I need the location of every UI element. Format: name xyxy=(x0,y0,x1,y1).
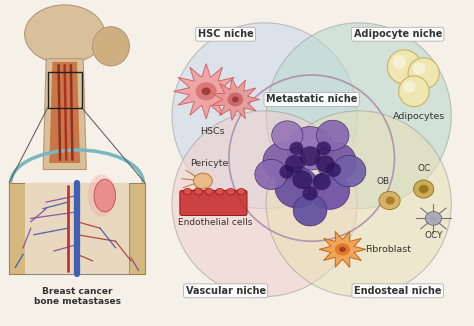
Bar xyxy=(48,72,82,108)
Text: Breast cancer
bone metastases: Breast cancer bone metastases xyxy=(34,287,120,306)
Text: Metastatic niche: Metastatic niche xyxy=(266,95,357,104)
Ellipse shape xyxy=(317,120,349,150)
Ellipse shape xyxy=(313,173,331,190)
Ellipse shape xyxy=(302,186,318,200)
Ellipse shape xyxy=(183,188,192,195)
Text: Endothelial cells: Endothelial cells xyxy=(178,218,252,228)
Polygon shape xyxy=(319,231,366,267)
Ellipse shape xyxy=(386,196,395,205)
Ellipse shape xyxy=(255,159,287,189)
Ellipse shape xyxy=(339,247,346,252)
Circle shape xyxy=(392,55,406,68)
Polygon shape xyxy=(173,64,238,119)
Text: Pericyte: Pericyte xyxy=(190,158,228,168)
Ellipse shape xyxy=(201,87,210,95)
Ellipse shape xyxy=(316,143,356,180)
Circle shape xyxy=(399,76,429,107)
Polygon shape xyxy=(129,183,145,274)
Text: OB: OB xyxy=(376,177,390,186)
Ellipse shape xyxy=(94,179,116,212)
Ellipse shape xyxy=(292,170,312,189)
Text: OC: OC xyxy=(418,164,430,173)
Ellipse shape xyxy=(425,212,441,225)
Circle shape xyxy=(408,58,439,89)
Ellipse shape xyxy=(216,188,224,195)
Ellipse shape xyxy=(25,5,105,64)
Circle shape xyxy=(266,23,451,209)
Ellipse shape xyxy=(335,243,350,256)
Circle shape xyxy=(266,111,451,297)
Ellipse shape xyxy=(279,165,294,179)
Bar xyxy=(25,183,129,274)
Text: HSCs: HSCs xyxy=(201,126,225,136)
Ellipse shape xyxy=(263,142,305,181)
Polygon shape xyxy=(212,79,260,120)
Ellipse shape xyxy=(232,96,239,102)
FancyBboxPatch shape xyxy=(180,190,247,215)
Polygon shape xyxy=(43,59,86,170)
Text: Adipocyte niche: Adipocyte niche xyxy=(354,29,442,39)
Ellipse shape xyxy=(88,174,116,217)
Ellipse shape xyxy=(196,82,217,100)
Circle shape xyxy=(413,62,425,75)
Circle shape xyxy=(403,81,415,93)
Text: Vascular niche: Vascular niche xyxy=(185,286,265,296)
Ellipse shape xyxy=(332,156,366,187)
Ellipse shape xyxy=(272,121,303,150)
Ellipse shape xyxy=(237,188,246,195)
Polygon shape xyxy=(49,62,80,163)
Ellipse shape xyxy=(193,173,212,189)
Ellipse shape xyxy=(293,195,327,226)
Ellipse shape xyxy=(228,93,243,106)
Ellipse shape xyxy=(92,27,129,66)
Ellipse shape xyxy=(226,188,235,195)
Text: Endosteal niche: Endosteal niche xyxy=(354,286,441,296)
Ellipse shape xyxy=(419,185,428,193)
Ellipse shape xyxy=(205,188,213,195)
Ellipse shape xyxy=(275,167,319,208)
Text: Fibroblast: Fibroblast xyxy=(365,245,411,254)
Ellipse shape xyxy=(194,188,202,195)
Ellipse shape xyxy=(379,191,400,210)
Text: Adipocytes: Adipocytes xyxy=(392,112,445,121)
Circle shape xyxy=(387,50,421,84)
Circle shape xyxy=(172,23,357,209)
Polygon shape xyxy=(9,183,25,274)
Ellipse shape xyxy=(316,141,331,155)
Ellipse shape xyxy=(326,163,341,177)
Ellipse shape xyxy=(287,126,333,170)
Ellipse shape xyxy=(414,180,434,198)
Text: HSC niche: HSC niche xyxy=(198,29,254,39)
Ellipse shape xyxy=(317,156,335,172)
Ellipse shape xyxy=(300,146,320,166)
Circle shape xyxy=(172,111,357,297)
Ellipse shape xyxy=(285,155,304,173)
Ellipse shape xyxy=(290,142,303,155)
Text: OCY: OCY xyxy=(424,231,443,240)
Ellipse shape xyxy=(310,172,350,209)
FancyBboxPatch shape xyxy=(9,183,145,274)
